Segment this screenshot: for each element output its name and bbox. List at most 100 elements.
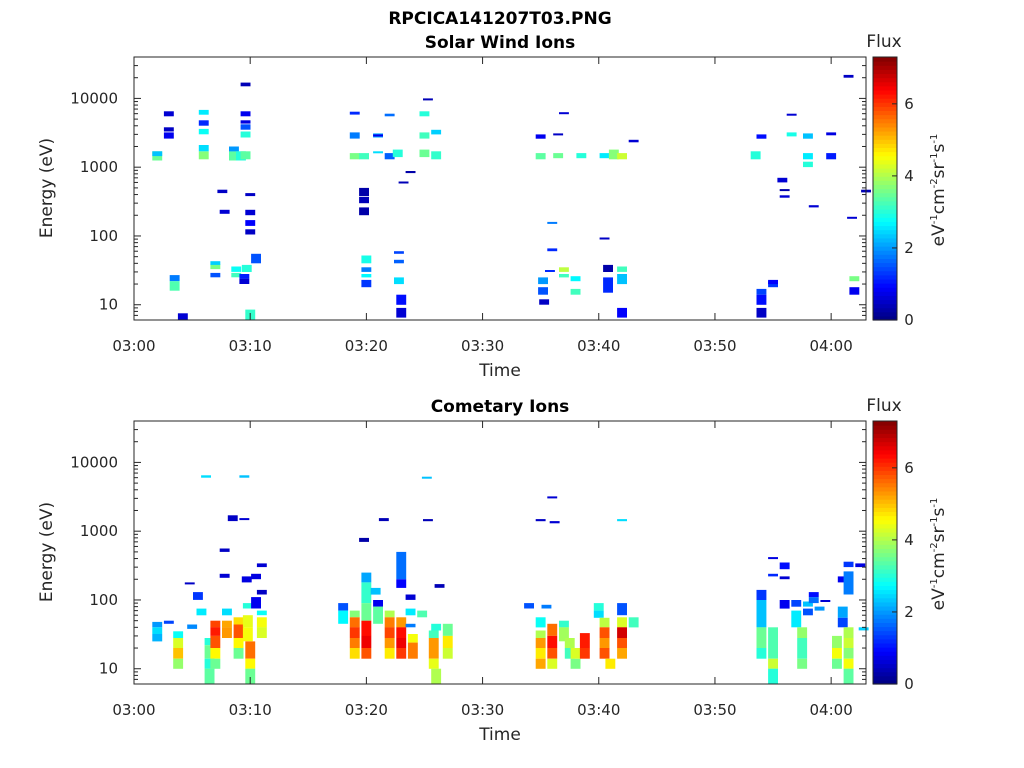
colorbar-segment bbox=[873, 560, 897, 566]
spectrogram-cell bbox=[173, 638, 184, 649]
spectrogram-cell bbox=[349, 627, 360, 638]
colorbar-segment bbox=[873, 605, 897, 611]
plot-frame bbox=[133, 420, 867, 685]
colorbar-segment bbox=[873, 135, 897, 140]
spectrogram-cell bbox=[210, 620, 221, 628]
spectrogram-cell bbox=[603, 277, 613, 293]
colorbar-segment bbox=[873, 200, 897, 206]
colorbar-segment bbox=[873, 453, 897, 459]
colorbar-segment bbox=[873, 278, 897, 284]
spectrogram-cell bbox=[229, 151, 239, 161]
y-tick-label: 10 bbox=[99, 296, 118, 314]
spectrogram-cell bbox=[201, 475, 211, 478]
spectrogram-cell bbox=[803, 133, 813, 139]
colorbar-segment bbox=[873, 425, 897, 430]
spectrogram-cell bbox=[245, 658, 256, 669]
spectrogram-cell bbox=[786, 132, 797, 137]
spectrogram-cell bbox=[407, 642, 418, 659]
colorbar-segment bbox=[873, 499, 897, 504]
colorbar-segment bbox=[873, 155, 897, 161]
spectrogram-cell bbox=[617, 274, 627, 285]
spectrogram-cell bbox=[204, 645, 215, 659]
spectrogram-cell bbox=[361, 582, 372, 604]
spectrogram-cell bbox=[756, 600, 767, 628]
x-tick-label: 03:30 bbox=[461, 701, 504, 719]
colorbar-segment bbox=[873, 667, 897, 673]
spectrogram-cell bbox=[559, 267, 569, 272]
spectrogram-cell bbox=[849, 287, 860, 295]
spectrogram-cell bbox=[617, 307, 627, 318]
spectrogram-cell bbox=[797, 638, 808, 659]
spectrogram-cell bbox=[384, 627, 395, 638]
spectrogram-cell bbox=[240, 131, 251, 138]
spectrogram-cell bbox=[196, 608, 207, 616]
colorbar-segment bbox=[873, 188, 897, 194]
x-tick-label: 03:30 bbox=[461, 337, 504, 355]
colorbar-segment bbox=[873, 486, 897, 492]
spectrogram-cell bbox=[756, 134, 767, 139]
spectrogram-cell bbox=[198, 128, 209, 135]
colorbar-segment bbox=[873, 462, 897, 467]
spectrogram-cell bbox=[538, 277, 548, 285]
spectrogram-cell bbox=[177, 313, 188, 320]
spectrogram-cell bbox=[231, 272, 242, 278]
spectrogram-cell bbox=[547, 658, 558, 669]
colorbar-segment bbox=[873, 130, 897, 136]
spectrogram-cell bbox=[535, 134, 546, 139]
spectrogram-cell bbox=[428, 638, 439, 659]
spectrogram-cell bbox=[768, 281, 778, 288]
spectrogram-cell bbox=[169, 281, 180, 291]
colorbar-title: Flux bbox=[866, 32, 901, 52]
spectrogram-cell bbox=[847, 216, 857, 219]
spectrogram-cell bbox=[394, 251, 404, 254]
spectrogram-cell bbox=[233, 624, 244, 638]
spectrogram-cell bbox=[361, 267, 372, 272]
colorbar-segment bbox=[873, 671, 897, 677]
spectrogram-cell bbox=[826, 132, 837, 136]
colorbar-segment bbox=[873, 139, 897, 144]
spectrogram-cell bbox=[152, 151, 163, 157]
spectrogram-cell bbox=[256, 627, 267, 638]
spectrogram-cell bbox=[394, 259, 404, 264]
spectrogram-cell bbox=[245, 193, 256, 197]
colorbar-segment bbox=[873, 441, 897, 447]
axes: 03:00 03:10 03:20 03:30 03:40 03:50 04:00 10 100… bbox=[70, 420, 867, 719]
colorbar-segment bbox=[873, 118, 897, 124]
colorbar-segment bbox=[873, 581, 897, 586]
spectrogram-cell bbox=[396, 307, 407, 318]
colorbar-segment bbox=[873, 663, 897, 669]
spectrogram-cell bbox=[768, 279, 778, 285]
colorbar-segment bbox=[873, 622, 897, 628]
spectrogram-cell bbox=[242, 627, 253, 642]
spectrogram-cell bbox=[251, 253, 261, 264]
spectrogram-cell bbox=[251, 573, 261, 580]
colorbar-segment bbox=[873, 122, 897, 128]
spectrogram-cell bbox=[843, 638, 854, 649]
y-axis-label: Energy (eV) bbox=[37, 138, 57, 238]
spectrogram-cell bbox=[570, 648, 581, 659]
spectrogram-cell bbox=[210, 648, 221, 659]
panel-title: Cometary Ions bbox=[431, 397, 570, 417]
spectrogram-cell bbox=[538, 287, 548, 295]
spectrogram-cell bbox=[407, 634, 418, 643]
spectrogram-cell bbox=[219, 548, 230, 552]
spectrogram-cell bbox=[541, 604, 552, 609]
spectrogram-cell bbox=[378, 518, 389, 522]
spectrogram-cell bbox=[349, 610, 360, 618]
spectrogram-cell bbox=[797, 627, 808, 638]
spectrogram-cell bbox=[442, 623, 453, 636]
spectrogram-cell bbox=[553, 153, 564, 159]
spectrogram-cell bbox=[359, 153, 369, 160]
colorbar-segment bbox=[873, 237, 897, 243]
spectrogram-cell bbox=[338, 603, 349, 611]
spectrogram-cell bbox=[396, 638, 407, 649]
spectrogram-cell bbox=[779, 195, 790, 198]
colorbar-tick-label: 4 bbox=[904, 531, 914, 549]
spectrogram-cell bbox=[535, 658, 546, 669]
spectrogram-cell bbox=[222, 627, 232, 638]
spectrogram-cell bbox=[803, 153, 813, 160]
spectrogram-cell bbox=[359, 196, 369, 204]
colorbar-segment bbox=[873, 634, 897, 640]
colorbar-segment bbox=[873, 573, 897, 578]
spectrogram-cell bbox=[849, 276, 860, 282]
